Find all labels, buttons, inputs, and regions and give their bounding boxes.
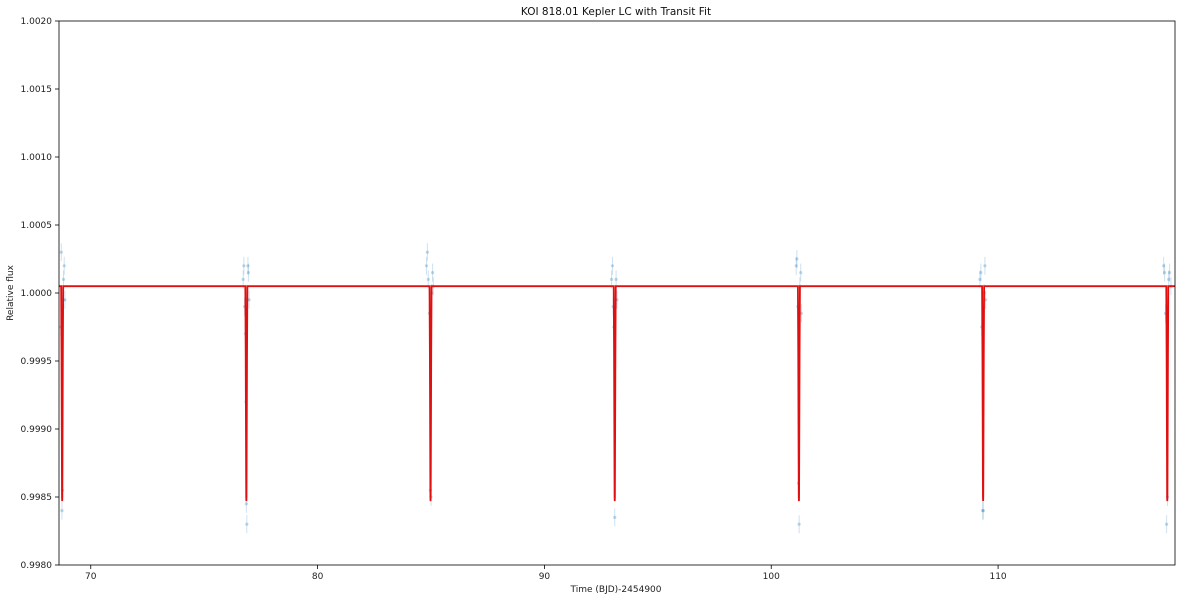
data-point [983,256,987,275]
data-point [1162,256,1166,275]
x-tick-label: 70 [85,572,97,582]
data-point [425,243,429,262]
data-point [247,290,251,309]
data-point [63,290,67,309]
transit-model-line [59,285,1175,502]
plot-area [59,243,1175,534]
data-point [246,263,251,282]
data-point [794,256,798,275]
y-tick-label: 1.0005 [21,221,53,231]
data-point [60,501,64,520]
y-tick-label: 0.9985 [21,493,53,503]
data-point [1165,515,1169,534]
chart-title: KOI 818.01 Kepler LC with Transit Fit [521,6,711,18]
y-tick-label: 0.9980 [21,561,53,571]
y-tick-label: 1.0020 [21,17,53,27]
y-tick-label: 1.0015 [21,85,53,95]
x-axis: 70 80 90 100 110 [85,565,1007,582]
data-point [430,263,435,282]
data-point [242,256,246,275]
x-axis-label: Time (BJD)-2454900 [570,585,662,595]
y-tick-label: 0.9995 [21,357,53,367]
data-point [981,501,985,520]
data-point [613,508,617,527]
x-tick-label: 80 [312,572,324,582]
data-point [797,515,801,534]
data-point [424,256,429,275]
y-tick-label: 0.9990 [21,425,53,435]
y-tick-label: 1.0000 [21,289,53,299]
data-point [1167,263,1172,282]
data-point [979,263,983,282]
data-point [1162,263,1167,282]
x-tick-label: 110 [989,572,1006,582]
x-tick-label: 90 [539,572,551,582]
data-point [795,250,799,268]
data-point [59,243,63,262]
data-point [610,256,615,275]
x-tick-label: 100 [763,572,780,582]
data-point [799,263,803,282]
y-tick-label: 1.0010 [21,153,53,163]
data-point [981,501,985,520]
y-axis: 0.9980 0.9985 0.9990 0.9995 1.0000 1.0005 1.00… [21,17,59,571]
y-axis-label: Relative flux [6,264,16,321]
data-point [246,256,250,275]
data-point [62,256,66,275]
data-point [245,515,249,534]
